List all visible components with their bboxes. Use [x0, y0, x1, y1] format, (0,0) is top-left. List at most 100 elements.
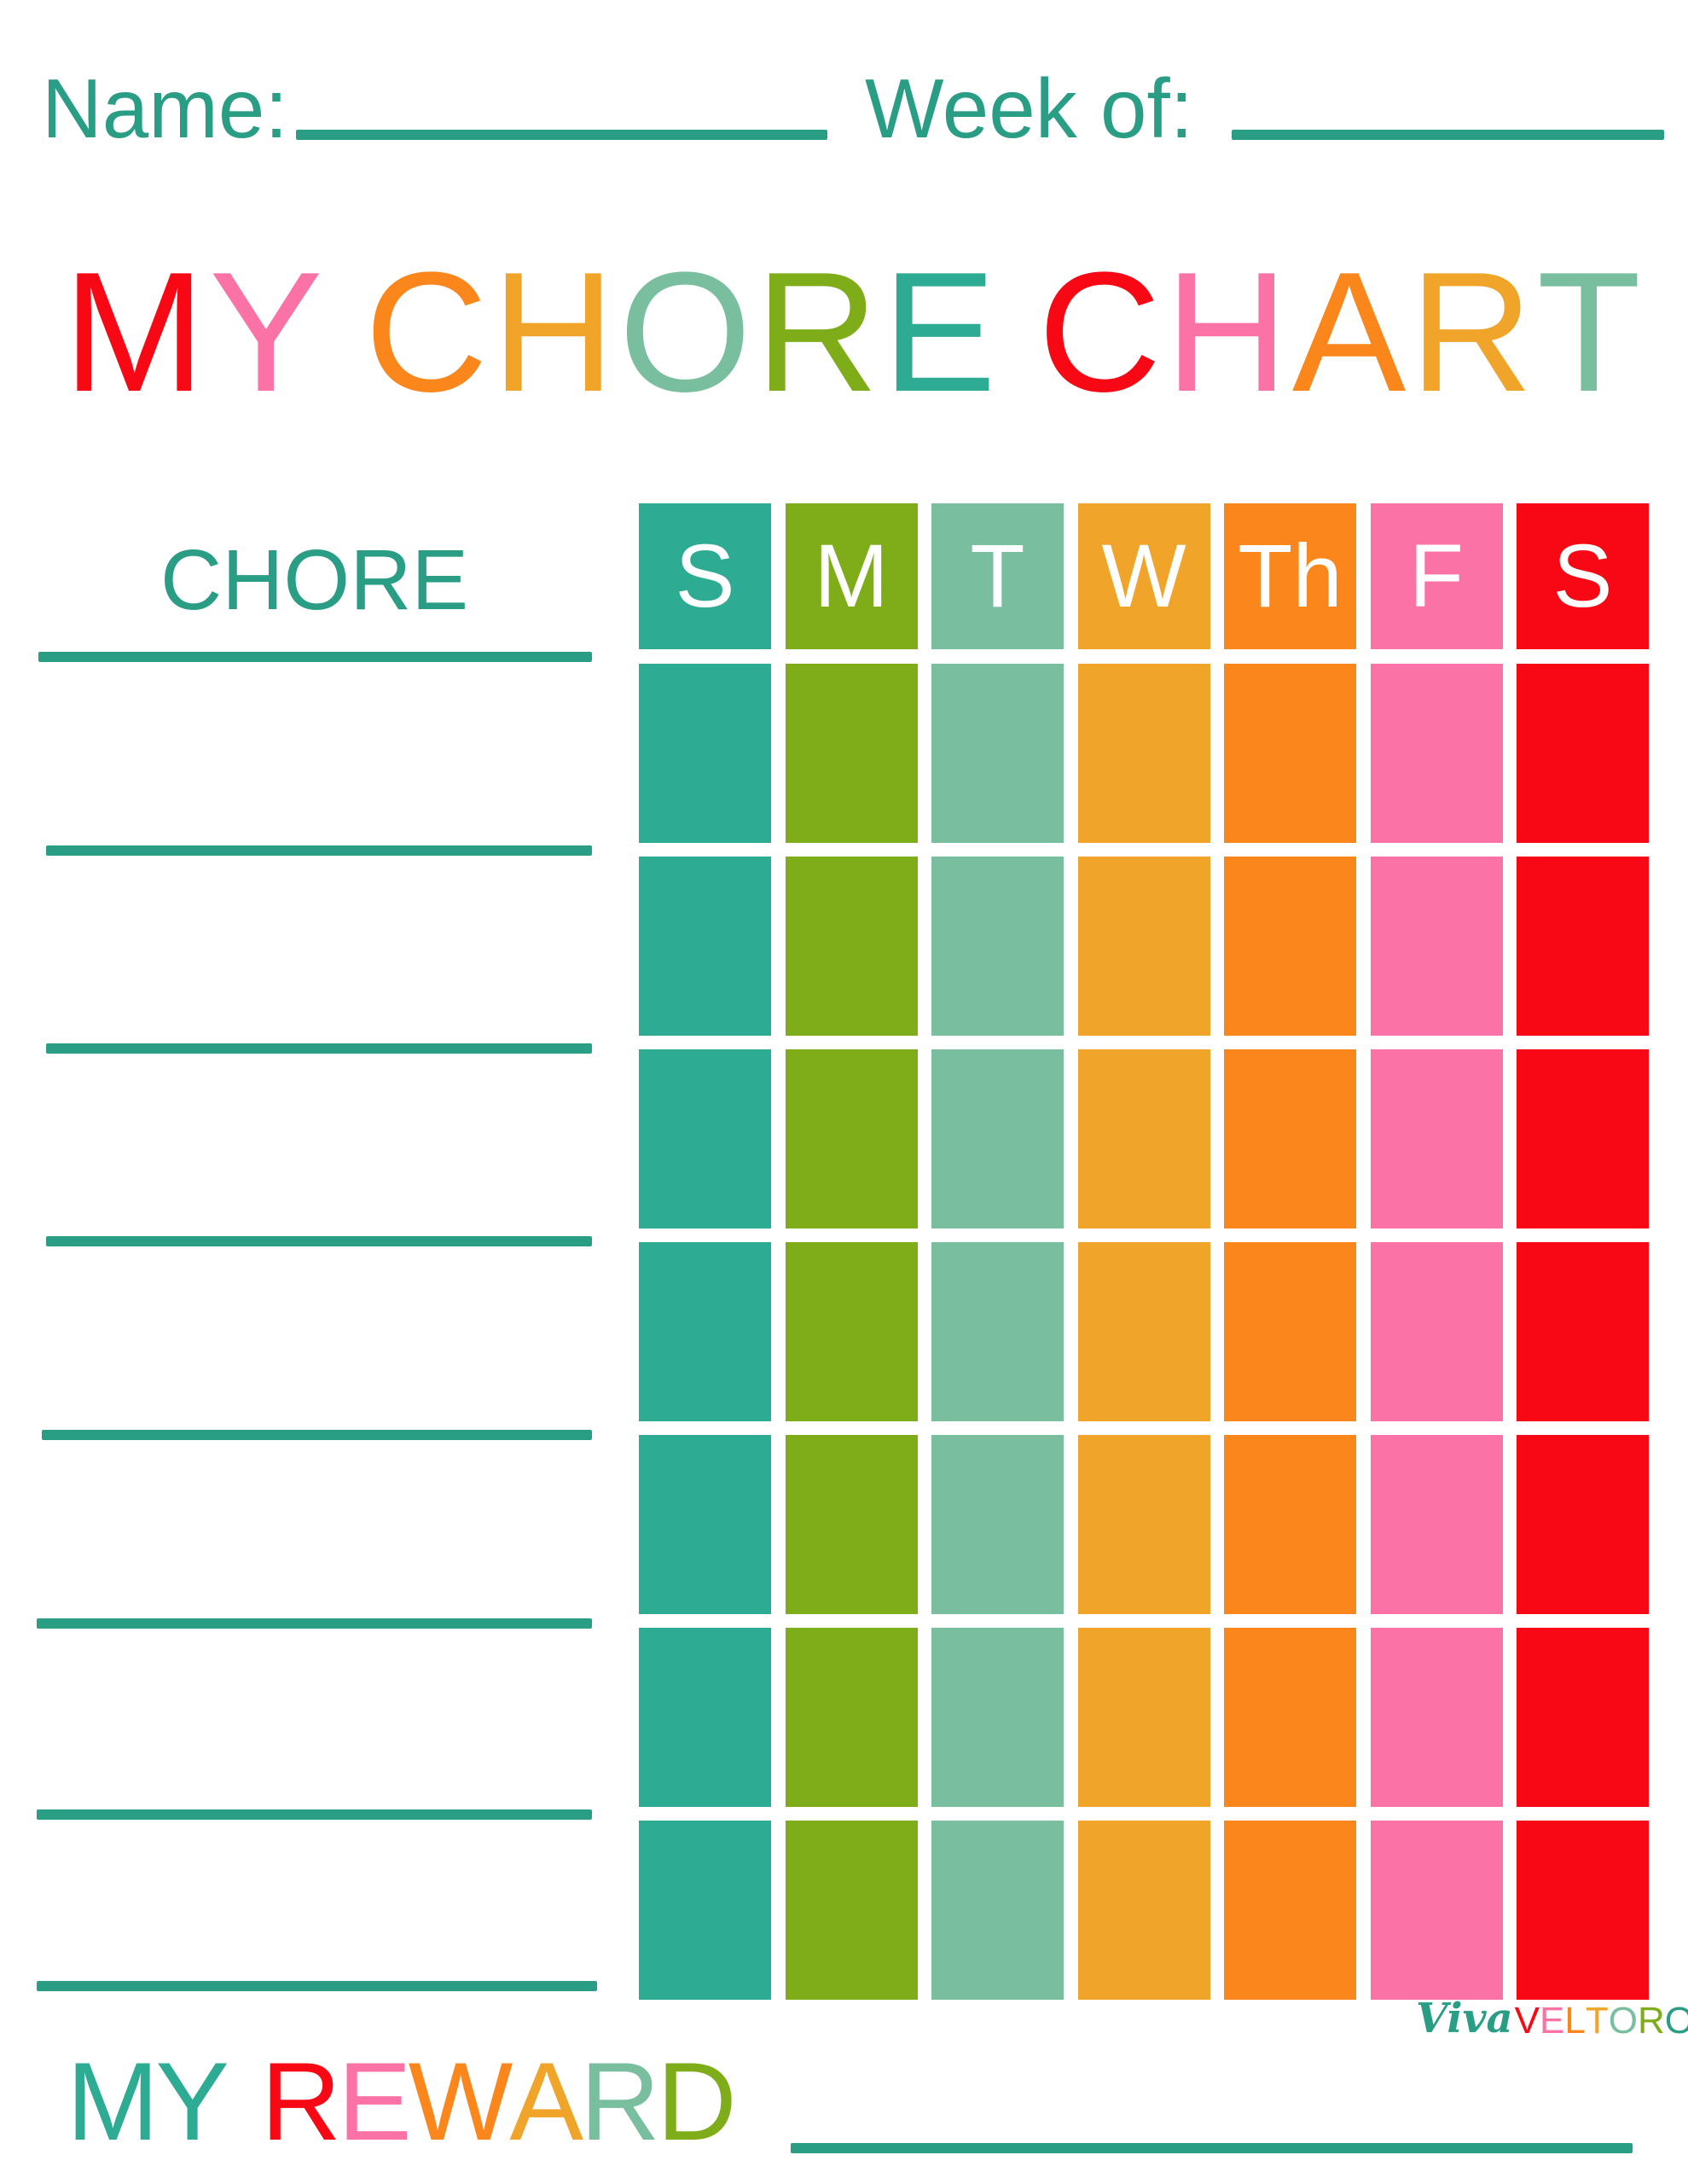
- chore-cell[interactable]: [1370, 857, 1503, 1036]
- chore-grid: S M T W Th F S: [639, 503, 1649, 2000]
- day-column: S: [639, 503, 771, 2000]
- chore-cell[interactable]: [1517, 1628, 1649, 1807]
- day-column: F: [1370, 503, 1503, 2000]
- reward-letter: E: [337, 2039, 412, 2164]
- chore-cell[interactable]: [1224, 1435, 1356, 1614]
- chore-line[interactable]: [37, 1618, 592, 1629]
- chore-cell[interactable]: [639, 857, 771, 1036]
- chore-cell[interactable]: [785, 1242, 918, 1421]
- chore-cell[interactable]: [931, 1628, 1064, 1807]
- title-letter: H: [1164, 237, 1289, 427]
- reward-letter: Y: [155, 2039, 230, 2164]
- chore-cell[interactable]: [931, 1435, 1064, 1614]
- chore-cell[interactable]: [785, 857, 918, 1036]
- chore-cell[interactable]: [1370, 1435, 1503, 1614]
- chore-cell[interactable]: [1224, 857, 1356, 1036]
- day-column: Th: [1224, 503, 1356, 2000]
- chore-cell[interactable]: [1224, 1628, 1356, 1807]
- day-column: S: [1517, 503, 1649, 2000]
- day-header: S: [1517, 503, 1649, 649]
- chore-cell[interactable]: [1517, 1821, 1649, 2000]
- chore-cell[interactable]: [931, 857, 1064, 1036]
- chore-line[interactable]: [46, 845, 592, 856]
- chore-cell[interactable]: [1077, 1628, 1210, 1807]
- chore-cell[interactable]: [639, 1628, 771, 1807]
- title-letter: C: [364, 237, 488, 427]
- chore-cell[interactable]: [1517, 857, 1649, 1036]
- chore-cell[interactable]: [1224, 1821, 1356, 2000]
- reward-letter: A: [509, 2039, 584, 2164]
- chore-line[interactable]: [46, 1236, 592, 1246]
- title-letter: H: [491, 237, 615, 427]
- chore-cell[interactable]: [639, 1049, 771, 1228]
- chore-cell[interactable]: [1517, 664, 1649, 843]
- day-column: T: [931, 503, 1064, 2000]
- chore-cell[interactable]: [639, 664, 771, 843]
- chore-cell[interactable]: [931, 1242, 1064, 1421]
- title-letter: R: [755, 237, 879, 427]
- chore-cell[interactable]: [1517, 1435, 1649, 1614]
- reward-line[interactable]: [791, 2143, 1633, 2153]
- title-letter: M: [63, 237, 206, 427]
- day-column: W: [1077, 503, 1210, 2000]
- title-letter: C: [1037, 237, 1162, 427]
- chore-cell[interactable]: [785, 1821, 918, 2000]
- day-header: W: [1077, 503, 1210, 649]
- chore-cell[interactable]: [1370, 1628, 1503, 1807]
- chore-cell[interactable]: [1077, 857, 1210, 1036]
- chore-cell[interactable]: [1077, 1821, 1210, 2000]
- chore-cell[interactable]: [931, 1049, 1064, 1228]
- chore-cell[interactable]: [1370, 664, 1503, 843]
- chore-header: CHORE: [160, 532, 469, 628]
- title-letter: O: [618, 237, 752, 427]
- chore-cell[interactable]: [1517, 1049, 1649, 1228]
- chore-cell[interactable]: [1077, 1242, 1210, 1421]
- name-label: Name:: [42, 61, 288, 155]
- name-line[interactable]: [296, 130, 827, 140]
- chore-cell[interactable]: [639, 1242, 771, 1421]
- chore-line[interactable]: [38, 652, 592, 662]
- chore-cell[interactable]: [639, 1821, 771, 2000]
- chore-cell[interactable]: [1224, 1049, 1356, 1228]
- chore-cell[interactable]: [1077, 664, 1210, 843]
- chore-cell[interactable]: [1370, 1821, 1503, 2000]
- chore-cell[interactable]: [1370, 1242, 1503, 1421]
- day-header: T: [931, 503, 1064, 649]
- chore-line[interactable]: [37, 1809, 592, 1820]
- title-letter: A: [1291, 237, 1407, 427]
- day-header: Th: [1224, 503, 1356, 649]
- title-letter: E: [882, 237, 996, 427]
- chore-cell[interactable]: [1224, 1242, 1356, 1421]
- reward-letter: R: [580, 2039, 660, 2164]
- week-of-line[interactable]: [1232, 130, 1664, 140]
- chore-cell[interactable]: [785, 1628, 918, 1807]
- title-letter: Y: [209, 237, 323, 427]
- chore-cell[interactable]: [785, 1049, 918, 1228]
- reward-letter: W: [408, 2039, 513, 2164]
- chore-cell[interactable]: [1224, 664, 1356, 843]
- chore-cell[interactable]: [1077, 1049, 1210, 1228]
- chore-cell[interactable]: [785, 664, 918, 843]
- day-header: S: [639, 503, 771, 649]
- logo-letter: O: [1608, 2000, 1638, 2042]
- title-letter: R: [1409, 237, 1534, 427]
- chore-cell[interactable]: [1517, 1242, 1649, 1421]
- reward-letter: D: [656, 2039, 737, 2164]
- logo-letter: O: [1664, 2000, 1688, 2042]
- chore-cell[interactable]: [639, 1435, 771, 1614]
- chore-line[interactable]: [42, 1430, 592, 1440]
- chore-cell[interactable]: [931, 664, 1064, 843]
- logo-viva: Viva: [1416, 1995, 1513, 2042]
- chore-cell[interactable]: [931, 1821, 1064, 2000]
- chore-cell[interactable]: [1370, 1049, 1503, 1228]
- logo-letter: E: [1539, 2000, 1565, 2042]
- chore-cell[interactable]: [1077, 1435, 1210, 1614]
- chore-cell[interactable]: [785, 1435, 918, 1614]
- reward-letter: R: [261, 2039, 341, 2164]
- reward-letter: M: [67, 2039, 160, 2164]
- chore-line[interactable]: [46, 1043, 592, 1054]
- title-letter: T: [1536, 237, 1641, 427]
- chore-line[interactable]: [37, 1981, 597, 1991]
